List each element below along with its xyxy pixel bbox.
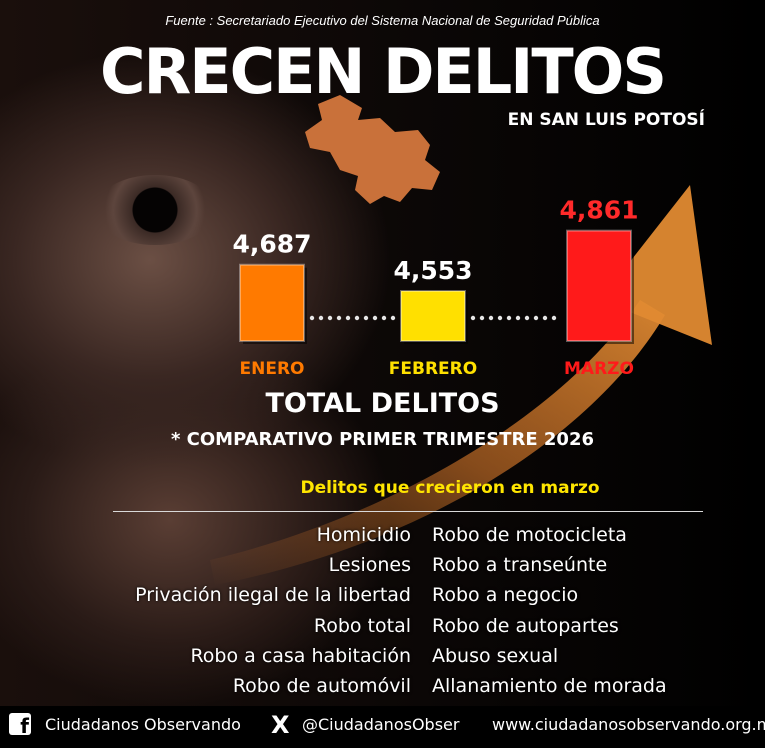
- connector-dot: [309, 315, 315, 321]
- facebook-page-link[interactable]: Ciudadanos Observando: [45, 715, 241, 734]
- connector-dot: [506, 315, 512, 321]
- connector-dot: [479, 315, 485, 321]
- crime-item: Robo total: [313, 614, 411, 637]
- connector-dot: [363, 315, 369, 321]
- divider-line: [113, 511, 703, 512]
- eye-photo-detail: [95, 175, 215, 245]
- facebook-icon[interactable]: f: [9, 713, 31, 735]
- crime-item: Lesiones: [328, 554, 411, 577]
- x-icon[interactable]: X: [271, 711, 290, 739]
- crime-item: Privación ilegal de la libertad: [135, 584, 411, 607]
- chart-subtitle: * COMPARATIVO PRIMER TRIMESTRE 2026: [170, 429, 595, 450]
- bar: [239, 263, 305, 342]
- crime-item: Robo de motocicleta: [432, 524, 627, 546]
- crime-item: Homicidio: [316, 524, 411, 546]
- connector-dot: [497, 315, 503, 321]
- san-luis-potosi-map-icon: [305, 95, 440, 204]
- crime-list-right: Robo de motocicleta Robo a transeúnte Ro…: [432, 520, 667, 701]
- source-note: Fuente : Secretariado Ejecutivo del Sist…: [165, 13, 600, 28]
- connector-dot: [542, 315, 548, 321]
- crime-item: Allanamiento de morada: [432, 675, 667, 698]
- website-link[interactable]: www.ciudadanosobservando.org.mx: [492, 715, 765, 734]
- connector-dot: [372, 315, 378, 321]
- page-subtitle: EN SAN LUIS POTOSÍ: [507, 110, 705, 130]
- connector-dot: [524, 315, 530, 321]
- crime-item: Robo a negocio: [432, 584, 579, 607]
- page-title: CRECEN DELITOS: [100, 35, 667, 108]
- connector-dot: [533, 315, 539, 321]
- bar: [566, 229, 632, 342]
- crime-item: Robo de automóvil: [232, 675, 411, 698]
- connector-dot: [515, 315, 521, 321]
- crime-list-heading: Delitos que crecieron en marzo: [300, 478, 600, 498]
- state-outline: [305, 95, 440, 204]
- connector-dot: [381, 315, 387, 321]
- crime-item: Robo a casa habitación: [190, 644, 411, 667]
- connector-dot: [336, 315, 342, 321]
- bar-value-label: 4,553: [393, 256, 472, 285]
- crime-item: Robo de autopartes: [432, 614, 619, 637]
- footer-bar: [0, 706, 765, 748]
- connector-dot: [327, 315, 333, 321]
- bar-value-label: 4,861: [559, 196, 638, 225]
- connector-dot: [470, 315, 476, 321]
- connector-dot: [390, 315, 396, 321]
- chart-title: TOTAL DELITOS: [265, 388, 500, 419]
- connector-dot: [551, 315, 557, 321]
- connector-dot: [318, 315, 324, 321]
- connector-dot: [354, 315, 360, 321]
- x-handle-link[interactable]: @CiudadanosObser: [302, 715, 460, 734]
- crime-list-left: Homicidio Lesiones Privación ilegal de l…: [135, 520, 411, 701]
- crime-item: Abuso sexual: [432, 644, 559, 667]
- connector-dot: [345, 315, 351, 321]
- category-label: FEBRERO: [389, 359, 477, 379]
- bar: [400, 290, 466, 342]
- connector-dot: [488, 315, 494, 321]
- bar-value-label: 4,687: [232, 230, 311, 259]
- category-label: MARZO: [564, 359, 634, 379]
- category-label: ENERO: [240, 359, 305, 379]
- crime-item: Robo a transeúnte: [432, 554, 608, 577]
